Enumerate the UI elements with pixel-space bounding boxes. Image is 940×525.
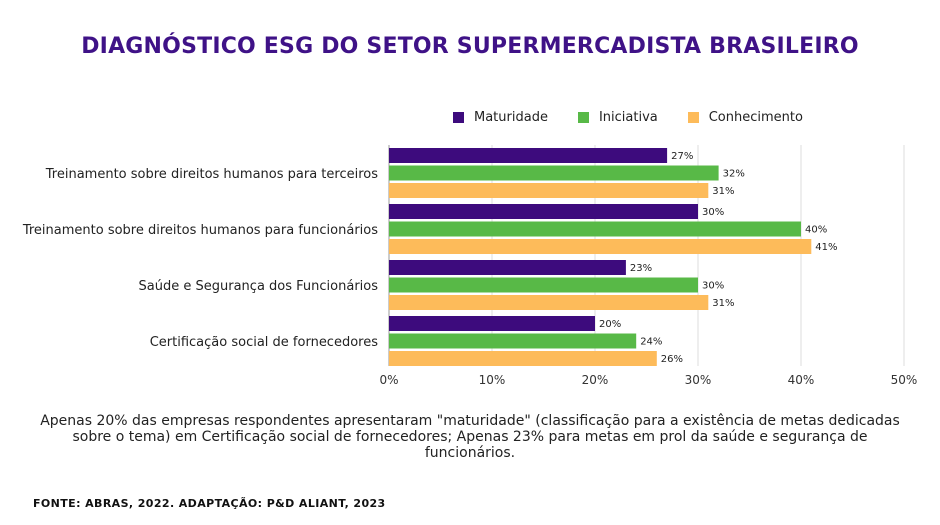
legend-item-conhecimento: Conhecimento: [687, 110, 803, 125]
legend-label-iniciativa: Iniciativa: [598, 110, 658, 125]
x-tick-label: 0%: [379, 373, 398, 387]
bar: [389, 221, 801, 237]
legend-swatch-iniciativa: [577, 112, 589, 123]
chart-title: DIAGNÓSTICO ESG DO SETOR SUPERMERCADISTA…: [81, 34, 859, 59]
bar: [389, 204, 698, 219]
bar: [389, 316, 595, 331]
bar: [389, 239, 812, 254]
legend: Maturidade Iniciativa Conhecimento: [453, 110, 803, 125]
bar: [389, 148, 668, 163]
bar-chart: 0% 10% 20% 30% 40% 50% 27% 32% 31% Treinamento so…: [22, 145, 918, 387]
bar: [389, 165, 719, 181]
data-label: 24%: [640, 337, 662, 348]
data-label: 20%: [599, 319, 621, 330]
data-label: 23%: [630, 263, 652, 274]
x-tick-label: 20%: [582, 373, 609, 387]
legend-swatch-maturidade: [453, 112, 464, 123]
chart-note: Apenas 20% das empresas respondentes apr…: [40, 413, 900, 461]
data-label: 30%: [702, 207, 724, 218]
source-credit: FONTE: ABRAS, 2022. ADAPTAÇÃO: P&D ALIAN…: [33, 497, 386, 510]
data-label: 27%: [671, 151, 693, 162]
data-label: 41%: [815, 242, 837, 253]
legend-label-conhecimento: Conhecimento: [708, 110, 803, 125]
category-label: Treinamento sobre direitos humanos para …: [22, 223, 378, 238]
category-label: Treinamento sobre direitos humanos para …: [45, 167, 378, 182]
legend-label-maturidade: Maturidade: [474, 110, 548, 125]
x-tick-label: 40%: [788, 373, 815, 387]
bar: [389, 277, 698, 293]
data-label: 31%: [712, 186, 734, 197]
legend-item-maturidade: Maturidade: [453, 110, 548, 125]
data-label: 32%: [723, 169, 745, 180]
data-label: 30%: [702, 281, 724, 292]
data-label: 31%: [712, 298, 734, 309]
category-label: Certificação social de fornecedores: [150, 335, 379, 350]
category-label: Saúde e Segurança dos Funcionários: [139, 279, 379, 294]
bar: [389, 260, 626, 275]
x-tick-label: 30%: [685, 373, 712, 387]
legend-item-iniciativa: Iniciativa: [577, 110, 658, 125]
x-tick-label: 10%: [479, 373, 506, 387]
data-label: 26%: [661, 354, 683, 365]
x-tick-label: 50%: [891, 373, 918, 387]
bar: [389, 333, 637, 349]
bar: [389, 295, 709, 310]
data-label: 40%: [805, 225, 827, 236]
bar: [389, 351, 657, 366]
bar: [389, 183, 709, 198]
legend-swatch-conhecimento: [687, 112, 699, 123]
